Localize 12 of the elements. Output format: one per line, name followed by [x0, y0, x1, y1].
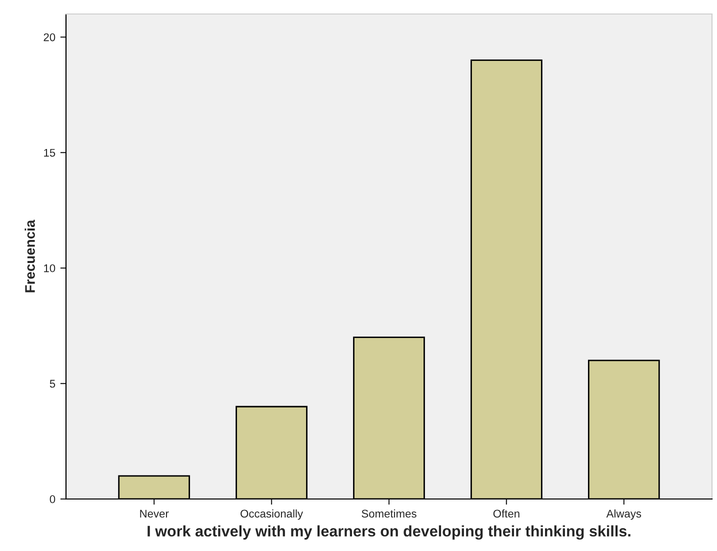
x-tick-label: Never: [140, 510, 169, 518]
x-tick-label: Often: [493, 509, 520, 518]
y-tick-label: 10: [44, 264, 56, 272]
x-tick-label: Sometimes: [362, 509, 416, 518]
y-tick-label: 0: [50, 495, 56, 504]
y-tick-label: 15: [44, 148, 56, 157]
x-tick-label: Occasionally: [240, 509, 304, 520]
y-tick-label: 20: [44, 33, 56, 42]
y-axis-title: Frecuencia: [24, 220, 35, 292]
x-axis-title: I work actively with my learners on developing their thinking skills.: [148, 525, 630, 540]
y-tick-label: 5: [50, 380, 56, 388]
x-tick-label: Always: [606, 509, 642, 520]
